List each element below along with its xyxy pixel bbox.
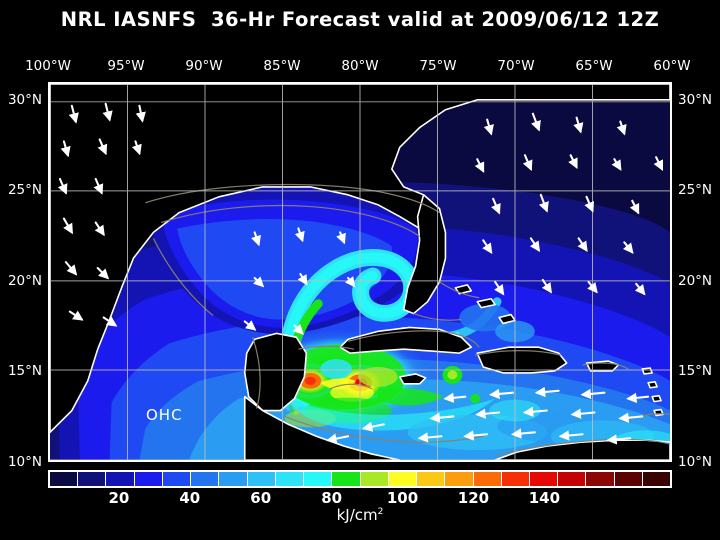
colorbar-bin-2 (106, 472, 135, 486)
x-tick-label: 75°W (419, 58, 457, 74)
colorbar-bin-13 (417, 472, 446, 486)
colorbar-tick-20: 20 (108, 489, 130, 507)
colorbar-bin-0 (50, 472, 79, 486)
colorbar-bin-17 (529, 472, 559, 486)
colorbar-tick-40: 40 (179, 489, 201, 507)
colorbar-bin-20 (614, 472, 643, 486)
x-tick-label: 95°W (107, 58, 145, 74)
colorbar-tick-80: 80 (321, 489, 343, 507)
y-tick-label: 25°N (678, 182, 713, 198)
colorbar-tick-60: 60 (250, 489, 272, 507)
colorbar-tick-100: 100 (386, 489, 419, 507)
colorbar-bin-21 (642, 472, 671, 486)
ohc-annotation: OHC (146, 406, 183, 424)
colorbar-bin-8 (275, 472, 305, 486)
x-tick-label: 85°W (263, 58, 301, 74)
colorbar-bin-4 (162, 472, 192, 486)
colorbar-bin-11 (360, 472, 389, 486)
colorbar-units-text: kJ/cm (336, 506, 378, 524)
y-tick-label: 10°N (7, 454, 42, 470)
x-tick-label: 65°W (575, 58, 613, 74)
colorbar-bin-16 (501, 472, 530, 486)
colorbar-bin-5 (191, 472, 220, 486)
colorbar-bin-18 (558, 472, 587, 486)
y-tick-label: 15°N (7, 363, 42, 379)
y-tick-label: 10°N (678, 454, 713, 470)
y-tick-label: 30°N (7, 92, 42, 108)
colorbar-bin-12 (388, 472, 418, 486)
colorbar-bin-10 (332, 472, 361, 486)
x-tick-label: 80°W (341, 58, 379, 74)
figure-title: NRL IASNFS 36-Hr Forecast valid at 2009/… (60, 8, 660, 31)
y-tick-label: 15°N (678, 363, 713, 379)
colorbar-bin-19 (586, 472, 615, 486)
colorbar-bin-3 (134, 472, 163, 486)
colorbar-bin-6 (219, 472, 248, 486)
colorbar-bin-1 (78, 472, 107, 486)
x-tick-label: 90°W (185, 58, 223, 74)
y-tick-label: 20°N (7, 273, 42, 289)
colorbar-bin-9 (304, 472, 333, 486)
colorbar-tick-labels: 20 40 60 80 100 120 140 (48, 489, 672, 509)
colorbar-tick-120: 120 (457, 489, 490, 507)
y-tick-label: 25°N (7, 182, 42, 198)
x-tick-label: 100°W (25, 58, 71, 74)
map-plot-area[interactable] (48, 82, 672, 462)
y-tick-label: 20°N (678, 273, 713, 289)
ocean-heat-content-map (50, 84, 670, 460)
colorbar[interactable] (48, 470, 672, 488)
y-tick-label: 30°N (678, 92, 713, 108)
colorbar-units-label: kJ/cm2 (0, 506, 720, 524)
x-tick-label: 60°W (653, 58, 691, 74)
colorbar-bin-7 (247, 472, 276, 486)
x-tick-label: 70°W (497, 58, 535, 74)
colorbar-units-exponent: 2 (377, 507, 384, 517)
colorbar-tick-140: 140 (528, 489, 561, 507)
colorbar-bin-15 (473, 472, 502, 486)
colorbar-bin-14 (445, 472, 474, 486)
